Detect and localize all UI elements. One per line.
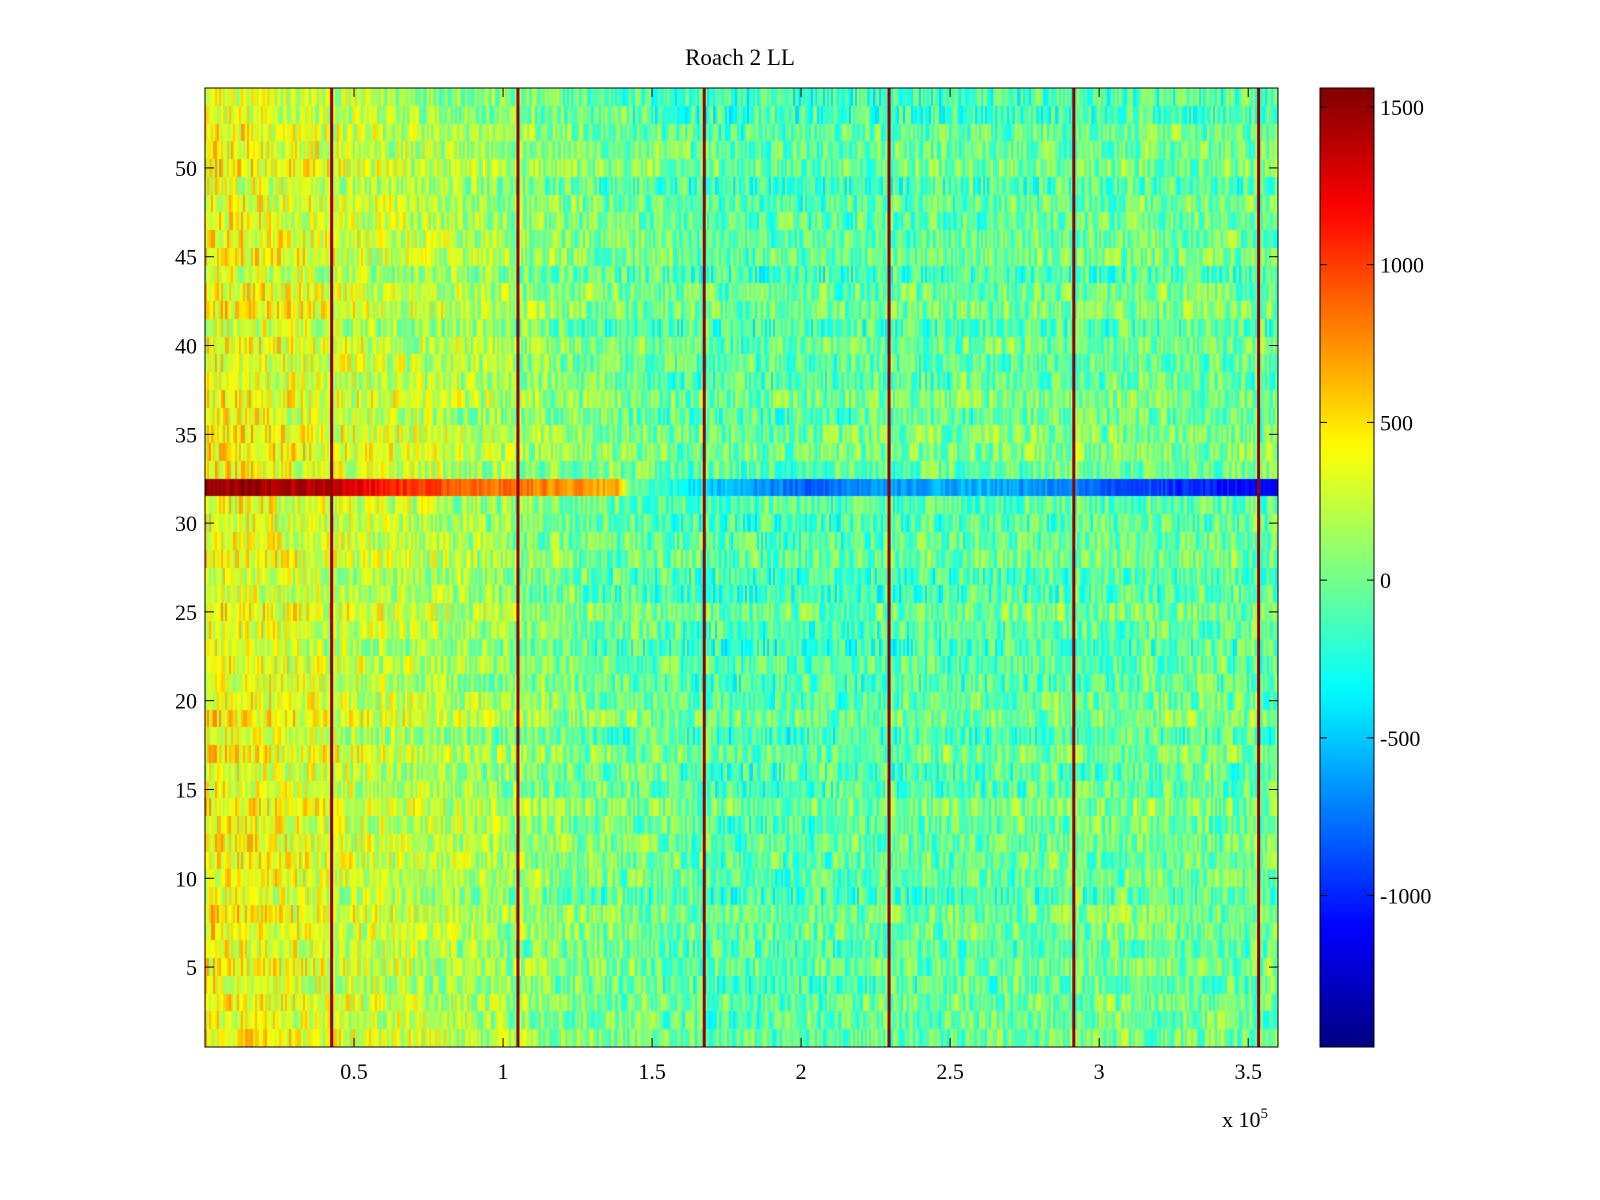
vertical-spikes xyxy=(330,88,1261,1047)
colorbar-tick-label: 1500 xyxy=(1380,95,1424,120)
colorbar-tick-label: -1000 xyxy=(1380,884,1431,909)
spike-column-4 xyxy=(887,88,891,1047)
colorbar-tick-label: -500 xyxy=(1380,726,1420,751)
y-tick-label: 45 xyxy=(175,245,197,270)
spike-column-6 xyxy=(1257,88,1261,1047)
colorbar xyxy=(1320,88,1374,1047)
y-tick-label: 30 xyxy=(175,511,197,536)
y-tick-label: 15 xyxy=(175,777,197,802)
heatmap-cells xyxy=(205,88,1278,1047)
y-tick-label: 50 xyxy=(175,156,197,181)
colorbar-axis: -1000 -500 0 500 1000 1500 xyxy=(1320,95,1431,909)
spike-column-1 xyxy=(330,88,334,1047)
colorbar-frame xyxy=(1319,87,1375,1048)
y-tick-label: 10 xyxy=(175,866,197,891)
x-tick-label: 1 xyxy=(498,1059,509,1084)
x-tick-label: 0.5 xyxy=(340,1059,368,1084)
x-tick-label: 3.5 xyxy=(1234,1059,1262,1084)
spike-column-5 xyxy=(1072,88,1076,1047)
spike-column-3 xyxy=(702,88,706,1047)
spike-column-2 xyxy=(516,88,520,1047)
x-axis-exponent: x 105 xyxy=(1222,1106,1268,1132)
y-tick-label: 5 xyxy=(186,955,197,980)
colorbar-tick-label: 500 xyxy=(1380,410,1413,435)
x-tick-label: 2.5 xyxy=(936,1059,964,1084)
chart-title: Roach 2 LL xyxy=(685,45,795,70)
x-exponent-base: x 10 xyxy=(1222,1107,1261,1132)
x-exponent-power: 5 xyxy=(1261,1106,1269,1122)
plot-frame xyxy=(204,87,1279,1048)
x-tick-label: 3 xyxy=(1094,1059,1105,1084)
colorbar-tick-label: 0 xyxy=(1380,568,1391,593)
x-tick-label: 1.5 xyxy=(638,1059,666,1084)
y-tick-label: 35 xyxy=(175,422,197,447)
y-tick-label: 20 xyxy=(175,689,197,714)
y-tick-label: 40 xyxy=(175,334,197,359)
y-tick-label: 25 xyxy=(175,600,197,625)
x-tick-label: 2 xyxy=(796,1059,807,1084)
x-axis: 0.5 1 1.5 2 2.5 3 3.5 xyxy=(340,88,1262,1084)
y-axis: 5 10 15 20 25 30 35 40 45 50 xyxy=(175,156,1278,980)
colorbar-tick-label: 1000 xyxy=(1380,253,1424,278)
